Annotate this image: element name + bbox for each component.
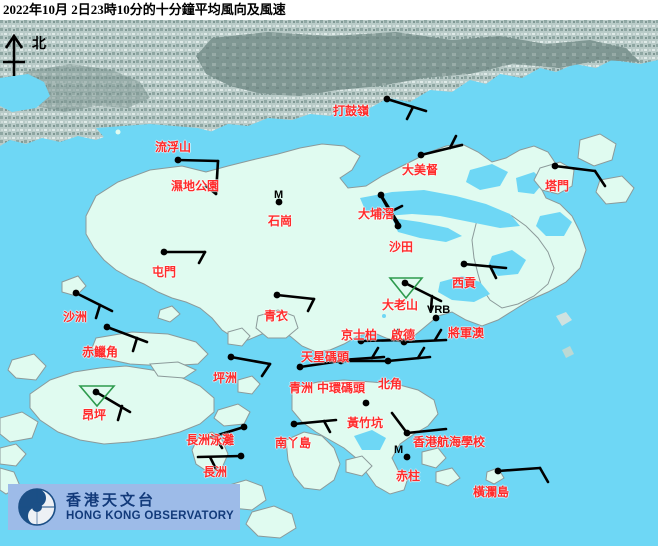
- mainland-vegetation: [196, 32, 640, 96]
- north-label: 北: [32, 36, 46, 52]
- station-dot-tai-kok-leng: [383, 95, 391, 103]
- station-triangle-tates-cairn: [388, 277, 424, 300]
- station-dot-wong-chuk-hang: [362, 399, 370, 407]
- station-dot-lau-fau-shan: [174, 156, 182, 164]
- station-dot-north-point: [384, 357, 392, 365]
- north-arrow-icon: [3, 33, 25, 76]
- station-dot-kai-tak: [400, 338, 408, 346]
- station-dot-star-ferry: [337, 357, 345, 365]
- station-dot-sha-chau: [72, 289, 80, 297]
- station-dot-kings-park: [357, 337, 365, 345]
- station-markers-layer: [72, 95, 559, 475]
- wind-map[interactable]: [0, 20, 658, 546]
- station-dot-stanley: [403, 453, 411, 461]
- status-code-tseung-kwan-o: VRB: [427, 304, 451, 316]
- station-triangle-ngong-ping: [78, 385, 116, 408]
- station-dot-tuen-mun: [160, 248, 168, 256]
- station-dot-tai-mei-tuk: [417, 151, 425, 159]
- lamma-island: [285, 431, 341, 491]
- station-dot-peng-chau: [227, 353, 235, 361]
- tsing-yi-island: [255, 309, 299, 339]
- page-title: 2022年10月 2日23時10分的十分鐘平均風向及風速: [0, 0, 658, 20]
- station-dot-green-island: [296, 363, 304, 371]
- status-code-shek-kong: M: [274, 189, 284, 201]
- chek-lap-kok-land: [91, 331, 209, 367]
- station-dot-cheung-chau-beach: [240, 423, 248, 431]
- station-dot-lamma-island: [290, 420, 298, 428]
- station-dot-tap-mun: [551, 162, 559, 170]
- station-dot-tai-po-kau: [377, 191, 385, 199]
- wind-barbs-layer: [74, 97, 607, 484]
- logo-text-zh: 香港天文台: [66, 490, 157, 509]
- station-dot-hk-sea-school: [403, 429, 411, 437]
- status-code-stanley: M: [394, 444, 404, 456]
- tap-mun-island: [533, 161, 575, 195]
- station-dot-shek-kong: [275, 198, 283, 206]
- observatory-logo-icon: [18, 488, 56, 526]
- station-dot-tsing-yi: [273, 291, 281, 299]
- logo-text-en: HONG KONG OBSERVATORY: [66, 509, 234, 522]
- tolo-harbour: [360, 190, 520, 228]
- station-dot-waglan-island: [494, 467, 502, 475]
- peng-chau-island: [237, 375, 261, 395]
- station-dot-sai-kung: [460, 260, 468, 268]
- station-dot-tseung-kwan-o: [432, 314, 440, 322]
- hong-kong-observatory-logo: 香港天文台 HONG KONG OBSERVATORY: [8, 484, 240, 530]
- station-dot-sha-tin: [394, 222, 402, 230]
- map-graphics: [0, 20, 658, 546]
- station-dot-cheung-chau: [237, 452, 245, 460]
- station-dot-chek-lap-kok: [103, 323, 111, 331]
